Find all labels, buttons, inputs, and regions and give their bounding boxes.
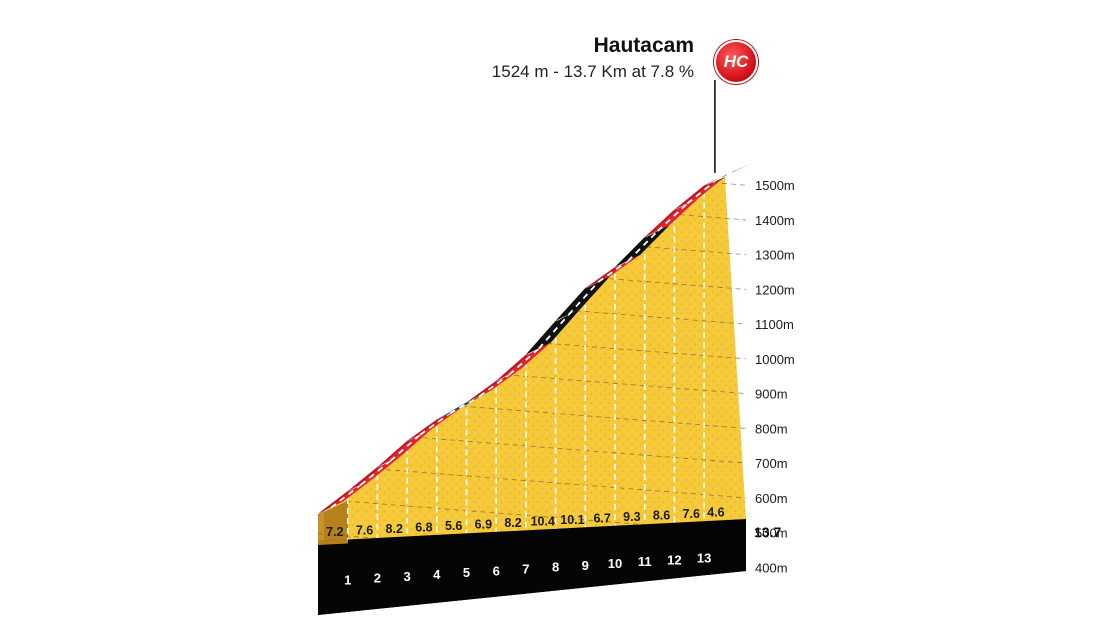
road-shadow	[555, 288, 586, 323]
road-shadow	[615, 238, 645, 270]
km-dividers	[346, 192, 705, 540]
road-segment	[644, 197, 700, 238]
altitude-tick-label: 400m	[755, 560, 788, 575]
km-tick-label: 12	[667, 552, 681, 567]
gridline	[712, 182, 747, 186]
gradient-label: 4.6	[707, 506, 724, 520]
road-shadow	[644, 210, 675, 240]
km-tick-label: 3	[403, 569, 410, 584]
road-shadow	[704, 176, 725, 188]
road-segment	[347, 454, 403, 491]
gradient-label: 5.6	[445, 519, 462, 533]
gridline	[413, 436, 747, 464]
distance-base	[318, 519, 746, 615]
gridline	[537, 342, 747, 360]
road-segment	[466, 368, 522, 403]
gridline	[566, 309, 747, 325]
gradient-label: 7.6	[683, 507, 700, 521]
gridline	[461, 405, 747, 429]
gridline	[376, 468, 747, 499]
gridline	[504, 374, 747, 395]
gradient-label: 6.7	[593, 511, 610, 525]
gradient-label: 6.8	[415, 521, 432, 535]
road-centerline	[657, 202, 689, 232]
km-tick-label: 6	[493, 563, 500, 578]
road-segment	[407, 407, 462, 441]
climb-stats: 1524 m - 13.7 Km at 7.8 %	[491, 62, 694, 81]
gradient-label: 9.3	[623, 510, 640, 524]
road-segment	[377, 428, 433, 467]
road-segment	[318, 478, 373, 514]
km-tick-label: 13	[697, 551, 711, 566]
road-segment	[615, 225, 670, 268]
altitude-tick-label: 1400m	[755, 213, 795, 228]
road-shadow	[318, 491, 348, 516]
hc-category-badge: HC	[714, 40, 758, 84]
gradient-label: 8.6	[653, 508, 670, 522]
road-centerline	[567, 281, 599, 316]
altitude-gridlines	[317, 182, 747, 568]
road-centerline	[538, 314, 570, 350]
road-shadow	[585, 268, 615, 291]
km-tick-label: 10	[608, 556, 622, 571]
road-segment	[704, 163, 750, 186]
km-tick-label: 1	[344, 572, 351, 587]
km-tick-label: 9	[582, 558, 589, 573]
gradient-label: 6.9	[475, 518, 492, 532]
gridline	[600, 277, 747, 290]
base-side-top	[318, 539, 348, 545]
climb-title: Hautacam	[593, 34, 694, 57]
gradient-label: 7.2	[326, 525, 343, 539]
altitude-tick-label: 1500m	[755, 178, 795, 193]
road-shadow	[525, 321, 556, 357]
gradient-label: 10.1	[560, 513, 584, 527]
gradient-label: 8.2	[504, 516, 521, 530]
road-shadow	[347, 467, 378, 494]
total-distance-label: 13.7	[754, 524, 781, 540]
altitude-tick-label: 1300m	[755, 248, 795, 263]
gridline	[636, 245, 747, 256]
road-shadow	[496, 355, 526, 383]
km-tick-label: 2	[374, 571, 381, 586]
side-face-edge	[318, 511, 324, 542]
road-centerline	[449, 395, 480, 415]
gradient-label: 7.6	[356, 524, 373, 538]
altitude-tick-label: 800m	[755, 421, 788, 436]
gridline	[670, 213, 747, 221]
side-face	[318, 500, 348, 541]
altitude-tick-label: 900m	[755, 387, 788, 402]
altitude-tick-label: 1200m	[755, 282, 795, 297]
altitude-tick-label: 700m	[755, 456, 788, 471]
altitude-tick-label: 500m	[755, 526, 788, 541]
km-tick-label: 4	[433, 567, 441, 582]
road-segment	[674, 173, 730, 210]
road-shadow	[407, 420, 437, 443]
road-shadow	[674, 186, 705, 212]
road-profile	[318, 162, 751, 516]
road-segment	[496, 342, 551, 381]
gradient-label: 8.2	[386, 522, 403, 536]
mountain-fill	[318, 176, 746, 542]
road-centerline	[716, 169, 739, 181]
km-tick-label: 5	[463, 565, 470, 580]
base-strip-lower	[318, 545, 746, 615]
km-tick-label: 11	[638, 554, 652, 569]
km-tick-label: 8	[552, 560, 559, 575]
road-segment	[555, 275, 611, 321]
gradient-label: 10.4	[531, 514, 555, 528]
altitude-tick-label: 1100m	[755, 317, 794, 332]
road-shadow	[466, 381, 497, 405]
altitude-tick-label: 600m	[755, 491, 788, 506]
altitude-tick-label: 1000m	[755, 352, 795, 367]
road-shadow	[377, 441, 408, 470]
road-centerline	[627, 230, 659, 262]
km-tick-label: 7	[522, 562, 529, 577]
chart-labels: 400m 500m 600m 700m 800m 900m 1000m 1100m 1200m 1…	[326, 80, 795, 587]
